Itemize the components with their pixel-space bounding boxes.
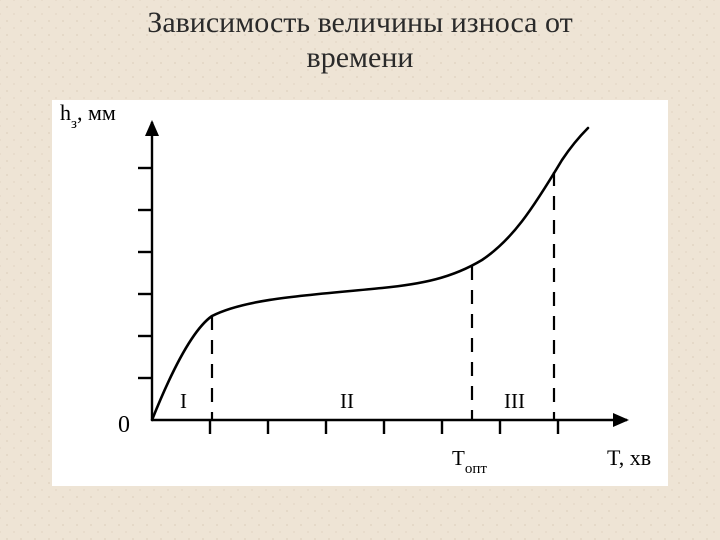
wear-vs-time-chart: IIIIIIhз, мм0TоптT, хв xyxy=(52,100,668,486)
origin-label: 0 xyxy=(118,412,130,438)
region-label: III xyxy=(504,389,525,413)
x-axis-label: T, хв xyxy=(607,445,651,470)
page-title-line2: времени xyxy=(0,41,720,76)
x-axis-secondary-label: Tопт xyxy=(452,446,487,477)
y-axis-arrow xyxy=(145,120,159,136)
region-label: II xyxy=(340,389,354,413)
region-label: I xyxy=(180,389,187,413)
wear-curve xyxy=(152,128,588,420)
x-axis-arrow xyxy=(613,413,629,427)
y-axis-label: hз, мм xyxy=(60,100,116,132)
page-title: Зависимость величины износа от времени xyxy=(0,0,720,75)
page-title-line1: Зависимость величины износа от xyxy=(0,6,720,41)
chart-panel: IIIIIIhз, мм0TоптT, хв xyxy=(52,100,668,486)
